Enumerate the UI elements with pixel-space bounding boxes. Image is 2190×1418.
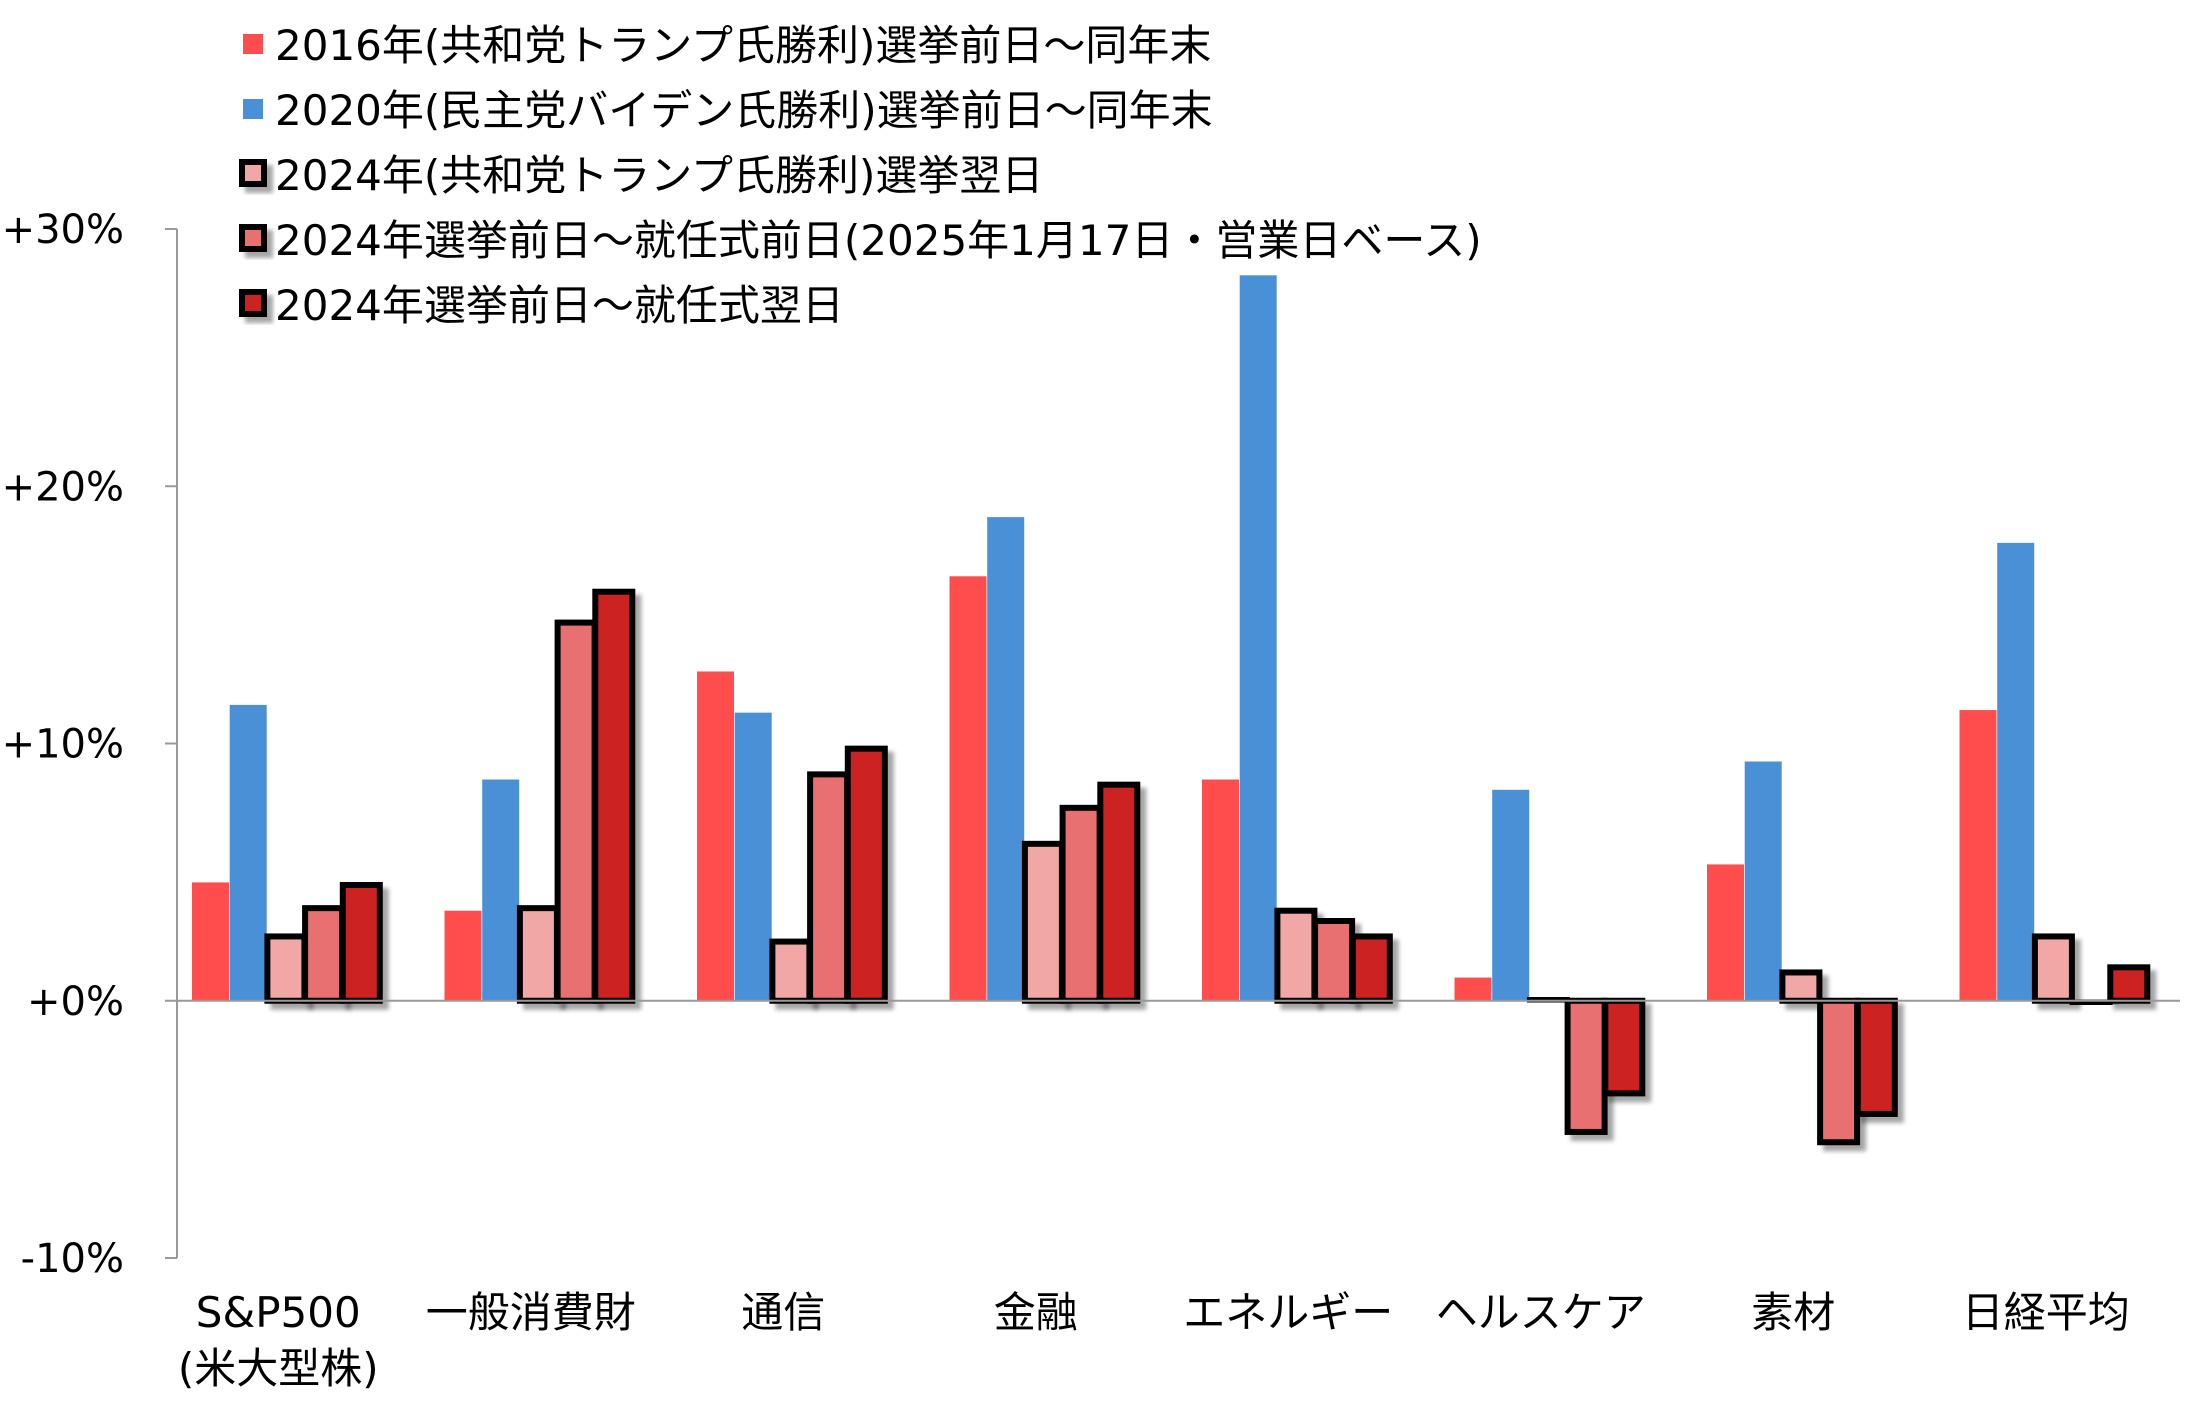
category-label: 金融	[994, 1288, 1078, 1337]
y-tick-label: +30%	[2, 207, 124, 253]
bar-1-2	[444, 910, 482, 1001]
bar-1-4	[949, 576, 987, 1001]
bar-5-4	[1097, 781, 1141, 1004]
bar-3-8	[2031, 933, 2075, 1004]
bar-4-7	[1817, 997, 1861, 1146]
bar-2-5	[1239, 275, 1277, 1001]
bar-2-4	[987, 517, 1025, 1001]
y-tick-label: +10%	[2, 722, 124, 768]
category-label: 一般消費財	[426, 1288, 636, 1337]
bar-2-7	[1744, 761, 1782, 1001]
y-tick-label: -10%	[21, 1236, 124, 1282]
bar-1-8	[1959, 710, 1997, 1001]
bar-2-8	[1997, 542, 2035, 1001]
bar-5-3	[844, 745, 888, 1004]
legend: 2016年(共和党トランプ氏勝利)選挙前日～同年末 2020年(民主党バイデン氏勝…	[239, 21, 1482, 330]
legend-label-5: 2024年選挙前日～就任式翌日	[275, 281, 844, 330]
bar-2-2	[482, 779, 520, 1001]
bar-1-3	[697, 671, 734, 1001]
y-tick-label: +20%	[2, 464, 124, 510]
bar-3-3	[769, 938, 813, 1004]
bar-2-1	[229, 704, 267, 1001]
bar-4-4	[1059, 804, 1103, 1004]
bar-5-7	[1854, 997, 1898, 1117]
bar-5-6	[1602, 997, 1646, 1097]
bar-1-7	[1707, 864, 1744, 1001]
bar-3-7	[1779, 969, 1823, 1004]
bar-5-8	[2107, 964, 2151, 1004]
legend-label-3: 2024年(共和党トランプ氏勝利)選挙翌日	[275, 151, 1043, 200]
bar-2-3	[734, 712, 772, 1001]
bar-3-2	[516, 905, 560, 1004]
category-label: エネルギー	[1183, 1288, 1393, 1337]
bar-3-5	[1274, 907, 1318, 1004]
legend-label-1: 2016年(共和党トランプ氏勝利)選挙前日～同年末	[275, 21, 1211, 70]
legend-label-2: 2020年(民主党バイデン氏勝利)選挙前日～同年末	[275, 86, 1213, 135]
bar-4-3	[807, 771, 851, 1004]
bar-1-5	[1202, 779, 1239, 1001]
bar-4-6	[1564, 997, 1608, 1135]
category-label: S&P500	[196, 1288, 361, 1337]
plot-area: +30% +20% +10% +0% -10% S&P500 (米大型株) 一般消費財 通信 金融…	[2, 207, 2180, 1393]
bar-3-1	[264, 933, 308, 1004]
legend-label-4: 2024年選挙前日～就任式前日(2025年1月17日・営業日ベース)	[275, 216, 1482, 265]
bar-2-6	[1492, 789, 1530, 1001]
bar-3-4	[1021, 840, 1065, 1004]
category-label: 日経平均	[1962, 1288, 2130, 1337]
bar-4-2	[554, 619, 598, 1004]
category-label: 通信	[741, 1288, 825, 1337]
legend-swatch-2	[243, 99, 263, 119]
bar-5-1	[339, 881, 383, 1004]
bar-4-5	[1312, 918, 1356, 1004]
y-tick-label: +0%	[27, 979, 124, 1025]
bar-5-2	[592, 588, 636, 1004]
bar-5-5	[1349, 933, 1393, 1004]
bar-1-6	[1454, 977, 1492, 1001]
legend-swatch-1	[243, 34, 263, 54]
category-label: ヘルスケア	[1436, 1288, 1646, 1337]
bar-1-1	[192, 882, 229, 1001]
category-label: 素材	[1751, 1288, 1835, 1337]
legend-swatch-5	[239, 289, 267, 317]
legend-swatch-3	[239, 159, 267, 187]
category-label: (米大型株)	[178, 1344, 379, 1393]
bar-4-1	[302, 905, 346, 1004]
legend-swatch-4	[239, 224, 267, 252]
